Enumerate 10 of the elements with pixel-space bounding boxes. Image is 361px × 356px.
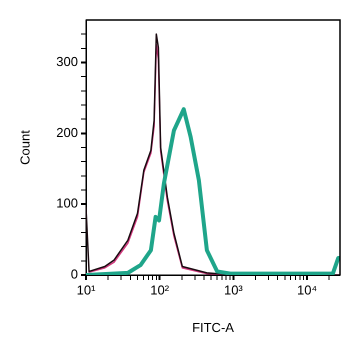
y-tick-label: 300 [56, 54, 78, 70]
x-tick-label: 10² [150, 282, 170, 298]
y-tick-label: 100 [56, 196, 78, 211]
y-axis-title: Count [17, 130, 32, 165]
x-tick-label: 10⁴ [297, 282, 318, 298]
y-tick-label: 200 [56, 124, 78, 140]
x-axis-title: FITC-A [192, 320, 234, 335]
x-tick-label: 10³ [224, 282, 244, 298]
x-tick-label: 10¹ [76, 282, 96, 298]
y-tick-label: 0 [70, 266, 78, 282]
